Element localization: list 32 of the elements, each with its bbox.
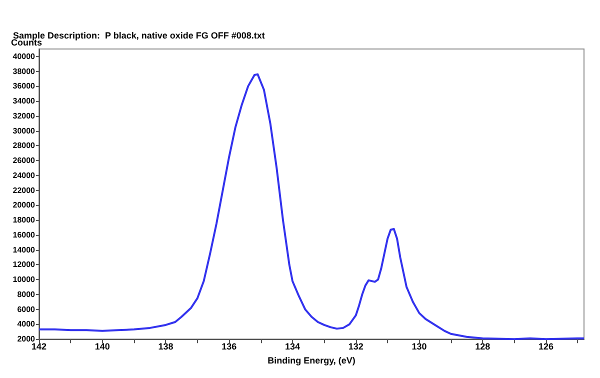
y-tick-label: 18000 <box>12 216 36 225</box>
x-tick-label: 126 <box>538 342 554 352</box>
y-tick-label: 36000 <box>12 82 36 91</box>
x-tick-label: 142 <box>31 342 47 352</box>
y-tick-label: 28000 <box>12 141 36 150</box>
x-tick-label: 130 <box>412 342 427 352</box>
y-tick-label: 2000 <box>17 334 36 344</box>
y-tick-label: 38000 <box>12 66 36 76</box>
x-axis-title: Binding Energy, (eV) <box>268 356 356 366</box>
y-tick-label: 32000 <box>12 111 36 120</box>
y-axis-title: Counts <box>11 38 42 48</box>
y-tick-label: 24000 <box>12 170 36 180</box>
y-tick-label: 20000 <box>12 200 36 210</box>
x-tick-label: 136 <box>222 342 237 352</box>
x-tick-label: 132 <box>348 342 364 352</box>
y-tick-label: 14000 <box>12 245 36 254</box>
x-tick-label: 128 <box>475 342 490 352</box>
y-tick-label: 8000 <box>17 290 36 299</box>
x-tick-label: 140 <box>94 342 110 352</box>
x-tick-label: 134 <box>284 342 300 352</box>
y-tick-label: 30000 <box>12 126 36 136</box>
y-tick-label: 10000 <box>12 275 36 284</box>
y-tick-label: 22000 <box>12 186 36 195</box>
y-tick-label: 12000 <box>12 260 36 270</box>
y-tick-label: 40000 <box>12 52 36 61</box>
y-tick-label: 4000 <box>17 320 36 329</box>
chart-title: Sample Description: P black, native oxide FG OFF #008.txt <box>13 30 265 40</box>
y-tick-label: 6000 <box>17 304 36 314</box>
x-tick-label: 138 <box>158 342 174 352</box>
y-tick-label: 26000 <box>12 156 36 166</box>
y-tick-label: 34000 <box>12 96 36 106</box>
y-tick-label: 16000 <box>12 230 36 240</box>
